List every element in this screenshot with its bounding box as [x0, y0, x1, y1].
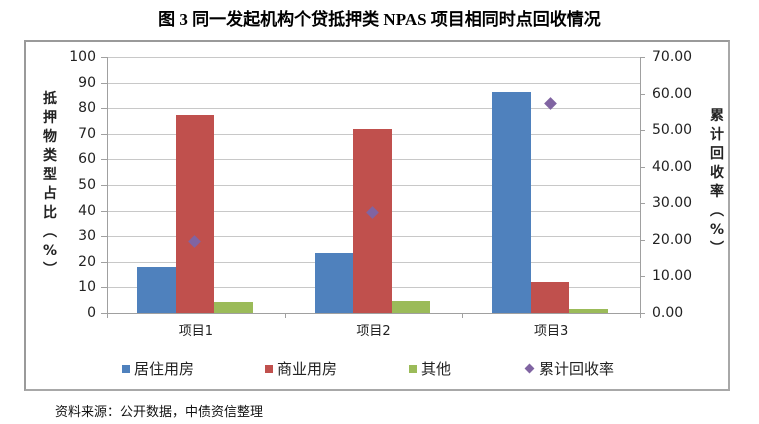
x-axis-category-label: 项目2 — [356, 324, 391, 339]
right-axis-tick — [640, 276, 645, 278]
gridline — [107, 82, 640, 84]
right-axis-tick-label: 60.00 — [652, 85, 693, 102]
right-axis-title: 累计回收率 ︵% ︶ — [709, 108, 725, 257]
left-axis-title: 抵押物类型占比 ︵% ︶ — [42, 91, 58, 278]
bar-other — [214, 301, 253, 313]
right-axis-tick-label: 30.00 — [652, 195, 693, 212]
right-axis-tick-label: 50.00 — [652, 122, 693, 139]
gridline — [107, 57, 640, 58]
source-note: 资料来源：公开数据，中债资信整理 — [55, 405, 264, 420]
bar-commercial — [175, 114, 214, 313]
bar-other — [391, 300, 431, 313]
right-axis-tick — [640, 57, 645, 58]
chart-frame — [24, 40, 730, 391]
bar-residential — [137, 266, 176, 313]
right-axis-tick-label: 10.00 — [652, 268, 693, 285]
left-axis-tick — [101, 261, 107, 263]
legend-item-commercial: 商业用房 — [265, 358, 337, 379]
left-axis-tick-label: 80 — [78, 100, 96, 117]
legend-swatch-icon — [409, 364, 417, 373]
left-axis-tick-label: 40 — [78, 202, 96, 219]
left-axis-tick-label: 70 — [78, 125, 96, 142]
left-axis-tick-label: 60 — [78, 151, 96, 168]
legend: 居住用房 商业用房 其他 累计回收率 — [0, 358, 759, 380]
left-axis-tick — [101, 313, 107, 314]
left-axis-tick — [101, 287, 107, 289]
x-axis-category-label: 项目1 — [178, 324, 213, 339]
x-axis-category-label: 项目3 — [534, 324, 569, 339]
left-axis-tick — [101, 82, 107, 84]
left-axis-tick — [101, 108, 107, 110]
left-axis-tick — [101, 159, 107, 161]
x-axis-line — [101, 313, 641, 314]
right-axis-tick-label: 40.00 — [652, 158, 693, 175]
x-axis-tick — [284, 313, 286, 318]
right-axis-tick-label: 70.00 — [652, 49, 693, 65]
left-axis-tick — [101, 133, 107, 135]
left-axis-tick — [101, 210, 107, 212]
right-axis-tick-label: 0.00 — [652, 305, 684, 321]
right-axis-line — [640, 57, 641, 314]
left-axis-tick-label: 20 — [78, 253, 96, 270]
left-axis-tick — [101, 185, 107, 186]
right-axis-tick — [640, 93, 645, 95]
legend-label: 商业用房 — [277, 360, 338, 378]
left-axis-tick — [101, 236, 107, 238]
left-axis-line — [107, 57, 108, 314]
bar-other — [569, 308, 608, 313]
left-axis-tick-label: 100 — [69, 49, 96, 65]
right-axis-tick — [640, 166, 645, 168]
right-axis-tick — [640, 313, 645, 314]
legend-label: 居住用房 — [134, 360, 195, 378]
right-axis-tick — [640, 239, 645, 241]
x-axis-tick — [462, 313, 464, 318]
gridline — [107, 108, 640, 110]
legend-item-recovery-rate: 累计回收率 — [524, 358, 614, 379]
legend-item-other: 其他 — [409, 358, 451, 379]
legend-swatch-icon — [122, 364, 130, 373]
left-axis-tick-label: 30 — [78, 228, 96, 245]
legend-label: 累计回收率 — [539, 360, 615, 378]
legend-swatch-icon — [265, 364, 273, 373]
chart-title: 图 3 同一发起机构个贷抵押类 NPAS 项目相同时点回收情况 — [158, 10, 601, 29]
x-axis-tick — [640, 313, 641, 318]
diamond-marker-icon — [524, 363, 535, 374]
legend-item-residential: 居住用房 — [122, 358, 194, 379]
right-axis-tick-label: 20.00 — [652, 231, 693, 248]
x-axis-tick — [107, 313, 108, 318]
legend-label: 其他 — [421, 360, 452, 378]
bar-commercial — [353, 128, 392, 313]
left-axis-tick-label: 50 — [78, 177, 96, 193]
right-axis-tick — [640, 130, 645, 132]
bar-commercial — [530, 282, 570, 313]
left-axis-tick-label: 0 — [87, 305, 96, 321]
left-axis-tick — [101, 57, 107, 58]
right-axis-tick — [640, 203, 645, 205]
bar-residential — [314, 252, 354, 313]
left-axis-tick-label: 10 — [78, 279, 96, 296]
left-axis-tick-label: 90 — [78, 74, 96, 91]
bar-residential — [492, 91, 531, 313]
